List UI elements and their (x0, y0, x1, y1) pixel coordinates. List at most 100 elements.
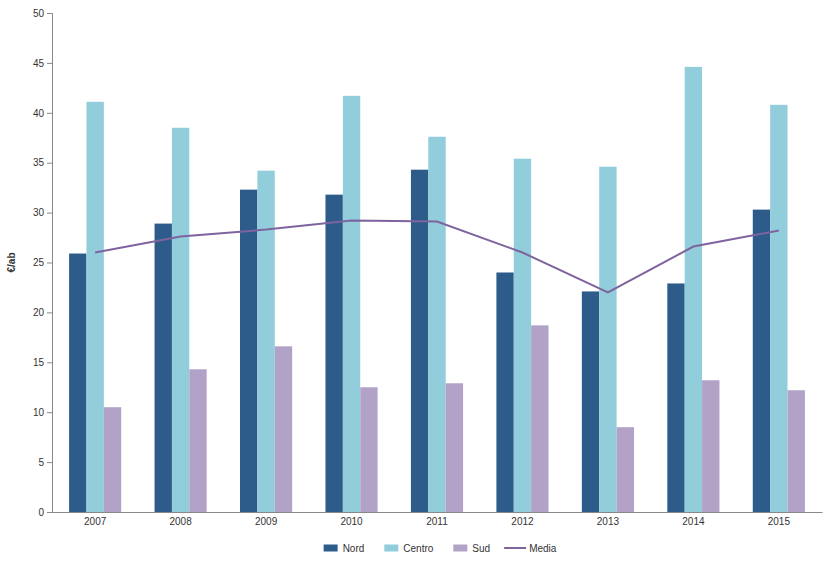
bar (172, 128, 189, 512)
tick: 2015 (768, 512, 791, 527)
bar (343, 96, 360, 512)
legend-item: Media (504, 543, 557, 554)
tick: 2008 (169, 512, 192, 527)
legend-swatch (324, 545, 338, 552)
bar (325, 195, 342, 512)
bar-series (86, 67, 787, 512)
tick-label: 0 (38, 507, 44, 518)
tick-label: 2008 (169, 516, 192, 527)
tick-label: 50 (33, 8, 45, 19)
tick-label: 25 (33, 257, 45, 268)
tick-label: 10 (33, 407, 45, 418)
legend-label: Sud (472, 543, 490, 554)
tick-mark (47, 412, 52, 413)
bar (582, 291, 599, 512)
tick-mark (47, 512, 52, 513)
bar (360, 387, 377, 512)
bar (257, 171, 274, 512)
tick-label: 15 (33, 357, 45, 368)
tick-label: 2015 (768, 516, 791, 527)
tick: 25 (33, 257, 52, 268)
bar (86, 102, 103, 512)
tick-label: 35 (33, 157, 45, 168)
bar (69, 254, 86, 512)
tick: 40 (33, 108, 52, 119)
tick-label: 5 (38, 457, 44, 468)
bar-series (104, 325, 805, 512)
legend-item: Nord (324, 543, 365, 554)
bar (446, 383, 463, 512)
bar (770, 105, 787, 512)
bar (189, 369, 206, 512)
legend-item: Sud (453, 543, 490, 554)
marks (69, 67, 805, 512)
tick-mark (47, 462, 52, 463)
tick-label: 2009 (255, 516, 278, 527)
x-axis: 2007 2008 2009 2010 2011 2012 2013 2014 2015 (53, 512, 823, 527)
tick-mark (47, 13, 52, 14)
bar (496, 272, 513, 512)
bar (240, 190, 257, 512)
axis-title: €/ab (6, 252, 17, 272)
bar (753, 210, 770, 512)
tick: 2014 (682, 512, 705, 527)
tick: 20 (33, 307, 52, 318)
tick-label: 40 (33, 108, 45, 119)
plot: 0 5 10 15 20 25 30 35 40 45 50 2007 2008 2009 2010 2011… (33, 8, 823, 527)
tick-label: 2012 (511, 516, 534, 527)
tick: 15 (33, 357, 52, 368)
legend-swatch (453, 545, 467, 552)
legend-swatch (504, 547, 526, 549)
tick-mark (47, 213, 52, 214)
bar (428, 137, 445, 512)
tick: 2011 (426, 512, 448, 527)
tick: 0 (38, 507, 52, 518)
tick: 45 (33, 58, 52, 69)
bar (667, 283, 684, 512)
axis-line (53, 512, 823, 513)
tick: 10 (33, 407, 52, 418)
tick-label: 2007 (84, 516, 107, 527)
tick-mark (47, 263, 52, 264)
legend-item: Centro (384, 543, 433, 554)
bar (702, 380, 719, 512)
tick: 2009 (255, 512, 278, 527)
tick: 35 (33, 157, 52, 168)
bar (155, 224, 172, 512)
bar (685, 67, 702, 512)
legend-label: Nord (343, 543, 365, 554)
bar (514, 159, 531, 512)
bar (788, 390, 805, 512)
legend: Nord Centro Sud Media (324, 543, 557, 554)
y-axis: 0 5 10 15 20 25 30 35 40 45 50 (33, 8, 53, 518)
tick-mark (47, 362, 52, 363)
chart: 0 5 10 15 20 25 30 35 40 45 50 2007 2008 2009 2010 2011… (0, 0, 834, 564)
tick-label: 2014 (682, 516, 705, 527)
bar (104, 407, 121, 512)
tick: 2010 (340, 512, 363, 527)
bar (275, 346, 292, 512)
tick-label: 2011 (426, 516, 448, 527)
tick: 2012 (511, 512, 534, 527)
tick-mark (47, 163, 52, 164)
bar (617, 427, 634, 512)
tick-label: 45 (33, 58, 45, 69)
legend-label: Media (529, 543, 557, 554)
legend-swatch (384, 545, 398, 552)
tick-mark (47, 113, 52, 114)
tick-mark (47, 63, 52, 64)
tick: 2013 (597, 512, 620, 527)
tick-mark (47, 312, 52, 313)
tick-label: 2010 (340, 516, 363, 527)
legend-label: Centro (403, 543, 433, 554)
bar (599, 167, 616, 512)
tick-label: 30 (33, 207, 45, 218)
tick-label: 20 (33, 307, 45, 318)
tick-label: 2013 (597, 516, 620, 527)
tick: 50 (33, 8, 52, 19)
tick: 30 (33, 207, 52, 218)
bar (531, 325, 548, 512)
line (95, 221, 779, 293)
tick: 2007 (84, 512, 107, 527)
axis-line (47, 14, 53, 513)
